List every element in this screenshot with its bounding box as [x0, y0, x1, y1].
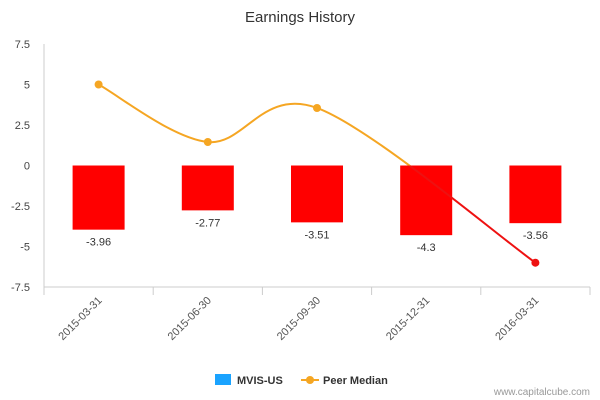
x-tick-label: 2015-12-31: [384, 295, 432, 343]
peer-median-line-positive: [98, 83, 412, 166]
x-axis: 2015-03-31 2015-06-30 2015-09-30 2015-12-31…: [43, 286, 591, 343]
y-tick-label: 7.5: [15, 39, 30, 51]
peer-median-point[interactable]: [531, 258, 540, 267]
bar-data-label: -2.77: [195, 217, 220, 229]
legend-label-peer[interactable]: Peer Median: [323, 375, 388, 387]
y-tick-label: -5: [20, 242, 30, 254]
line-series: [94, 80, 540, 267]
bar-data-label: -4.3: [417, 242, 436, 254]
y-tick-label: 2.5: [15, 120, 30, 132]
y-tick-label: 0: [24, 161, 30, 173]
bar-2015-09-30[interactable]: [291, 165, 343, 223]
x-tick-label: 2015-09-30: [275, 295, 323, 343]
y-axis: 7.5 5 2.5 0 -2.5 -5 -7.5: [11, 39, 45, 294]
peer-median-point[interactable]: [313, 103, 321, 112]
legend-marker-peer: [306, 376, 314, 384]
x-tick-label: 2016-03-31: [493, 295, 541, 343]
x-tick-label: 2015-06-30: [166, 295, 214, 343]
bar-series: [72, 165, 562, 236]
chart-title: Earnings History: [245, 9, 356, 26]
bar-data-label: -3.96: [86, 237, 111, 249]
peer-median-point[interactable]: [203, 138, 212, 147]
bar-2016-03-31[interactable]: [509, 165, 562, 224]
legend-label-mvis[interactable]: MVIS-US: [237, 375, 283, 387]
bar-data-label: -3.51: [304, 229, 329, 241]
bar-2015-06-30[interactable]: [181, 165, 234, 211]
credit-text: www.capitalcube.com: [493, 387, 590, 398]
legend-swatch-mvis: [215, 374, 231, 385]
y-tick-label: -7.5: [11, 282, 30, 294]
data-labels: -3.96 -2.77 -3.51 -4.3 -3.56: [86, 217, 548, 254]
y-tick-label: -2.5: [11, 201, 30, 213]
x-tick-label: 2015-03-31: [56, 295, 104, 343]
legend: MVIS-US Peer Median: [215, 374, 388, 387]
bar-data-label: -3.56: [523, 230, 548, 242]
peer-median-point[interactable]: [94, 80, 103, 89]
bar-2015-12-31[interactable]: [400, 165, 453, 236]
y-tick-label: 5: [24, 80, 30, 92]
peer-median-line-negative: [407, 165, 536, 264]
bar-2015-03-31[interactable]: [72, 165, 125, 230]
